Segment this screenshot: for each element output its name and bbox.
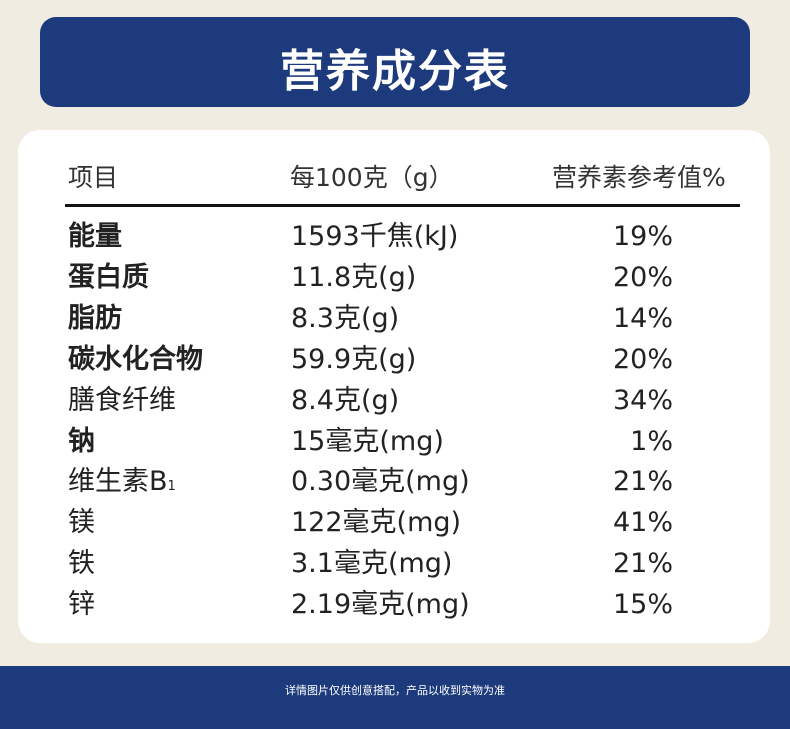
table-card: 项目 每100克（g） 营养素参考值% 能量 1593千焦(kJ) 19% 蛋白质 11.8克… [18,130,770,643]
amount: 2.19毫克(mg) [291,589,470,621]
amount: 11.8克(g) [291,261,417,293]
amount: 0.30毫克(mg) [291,466,470,498]
nutrient-name-text: 钠 [68,425,95,457]
nutrient-name: 镁 [68,506,95,540]
header-cell: 项目 [68,163,119,192]
nrv: 19% [612,221,673,252]
nutrient-name: 膳食纤维 [68,384,176,418]
amount: 59.9克(g) [291,343,417,375]
footer-band: 详情图片仅供创意搭配，产品以收到实物为准 [0,666,790,729]
title: 营养成分表 [280,46,510,97]
amount: 122毫克(mg) [291,507,462,539]
header-cell: 营养素参考值% [552,163,726,192]
nutrient-name-text: 蛋白质 [68,261,149,293]
title-banner: 营养成分表 [40,17,750,107]
nrv: 34% [612,384,673,416]
amount: 8.4克(g) [291,384,400,416]
footer-note: 详情图片仅供创意搭配，产品以收到实物为准 [285,684,505,697]
nutrient-name: 脂肪 [68,302,122,336]
amount: 8.3克(g) [291,302,400,334]
nrv: 41% [612,507,673,539]
nutrient-name-text: 能量 [68,221,122,252]
nutrient-name-text: 铁 [68,548,95,580]
nutrient-name-text: 镁 [68,507,95,539]
nrv: 20% [612,261,673,293]
nutrient-name: 铁 [68,547,95,581]
amount: 15毫克(mg) [291,425,444,457]
header-cell: 每100克（g） [290,163,454,192]
nrv: 1% [630,425,673,457]
nrv: 20% [612,343,673,375]
nutrient-name: 能量 [68,220,122,254]
nrv: 21% [612,548,673,580]
nrv: 21% [612,466,673,498]
nutrient-name: 钠 [68,425,95,459]
nutrient-name: 碳水化合物 [68,343,203,377]
amount: 3.1毫克(mg) [291,548,453,580]
nutrient-name-text: 锌 [68,589,95,621]
nutrient-name-sub: 1 [167,479,176,495]
nutrient-name: 维生素B1 [68,465,176,504]
nrv: 14% [612,302,673,334]
nutrient-name-text: 维生素B [68,466,168,498]
header-rule [65,204,740,207]
nrv: 15% [612,589,673,621]
nutrient-name-text: 脂肪 [68,302,122,334]
nutrient-name-text: 碳水化合物 [68,343,203,375]
nutrient-name: 蛋白质 [68,261,149,295]
nutrient-name: 锌 [68,588,95,622]
amount: 1593千焦(kJ) [291,221,459,252]
nutrient-name-text: 膳食纤维 [68,384,176,416]
